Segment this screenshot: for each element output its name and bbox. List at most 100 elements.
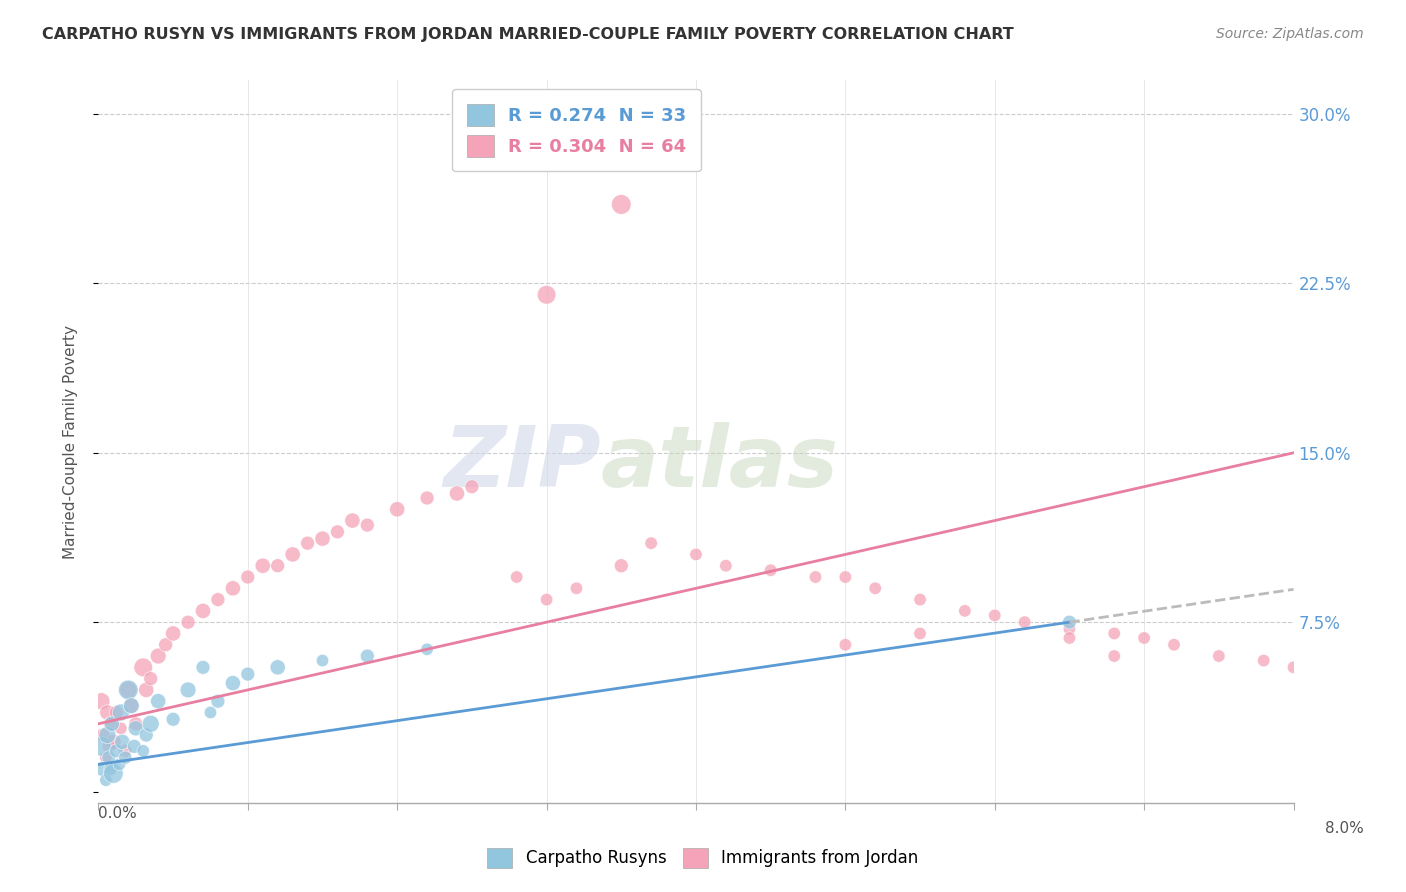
Point bbox=[565, 582, 588, 596]
Point bbox=[1133, 631, 1156, 645]
Point bbox=[461, 480, 484, 494]
Point bbox=[207, 592, 229, 607]
Point bbox=[191, 660, 214, 674]
Point bbox=[97, 739, 120, 754]
Point bbox=[90, 694, 112, 708]
Text: atlas: atlas bbox=[600, 422, 838, 505]
Point bbox=[132, 660, 155, 674]
Point bbox=[1059, 615, 1081, 630]
Point bbox=[125, 721, 148, 735]
Point bbox=[114, 744, 136, 758]
Point bbox=[200, 706, 222, 720]
Text: CARPATHO RUSYN VS IMMIGRANTS FROM JORDAN MARRIED-COUPLE FAMILY POVERTY CORRELATI: CARPATHO RUSYN VS IMMIGRANTS FROM JORDAN… bbox=[42, 27, 1014, 42]
Point bbox=[91, 762, 114, 776]
Point bbox=[311, 654, 333, 668]
Point bbox=[267, 660, 290, 674]
Point bbox=[111, 735, 134, 749]
Point bbox=[139, 672, 162, 686]
Point bbox=[1014, 615, 1036, 630]
Legend: Carpatho Rusyns, Immigrants from Jordan: Carpatho Rusyns, Immigrants from Jordan bbox=[481, 841, 925, 875]
Point bbox=[356, 518, 378, 533]
Point bbox=[536, 592, 558, 607]
Point bbox=[610, 197, 633, 211]
Text: 0.0%: 0.0% bbox=[98, 806, 138, 822]
Point bbox=[610, 558, 633, 573]
Point bbox=[834, 638, 856, 652]
Point bbox=[281, 548, 304, 562]
Point bbox=[222, 582, 245, 596]
Point bbox=[342, 514, 364, 528]
Point bbox=[94, 773, 117, 788]
Point bbox=[155, 638, 177, 652]
Point bbox=[759, 563, 782, 577]
Point bbox=[267, 558, 290, 573]
Point bbox=[132, 744, 155, 758]
Point bbox=[236, 570, 259, 584]
Point bbox=[94, 750, 117, 764]
Point bbox=[177, 682, 200, 697]
Point bbox=[97, 750, 120, 764]
Point bbox=[191, 604, 214, 618]
Point bbox=[1104, 626, 1126, 640]
Point bbox=[162, 626, 184, 640]
Y-axis label: Married-Couple Family Poverty: Married-Couple Family Poverty bbox=[63, 325, 77, 558]
Point bbox=[236, 667, 259, 681]
Point bbox=[117, 682, 139, 697]
Point bbox=[139, 716, 162, 731]
Point bbox=[105, 744, 128, 758]
Point bbox=[135, 728, 157, 742]
Point bbox=[1163, 638, 1185, 652]
Point bbox=[124, 739, 146, 754]
Point bbox=[135, 682, 157, 697]
Point bbox=[90, 739, 112, 754]
Point bbox=[416, 491, 439, 505]
Point bbox=[148, 694, 170, 708]
Point bbox=[96, 706, 118, 720]
Point bbox=[1208, 648, 1230, 663]
Point bbox=[252, 558, 274, 573]
Point bbox=[804, 570, 827, 584]
Point bbox=[984, 608, 1007, 623]
Point bbox=[177, 615, 200, 630]
Point bbox=[125, 716, 148, 731]
Point bbox=[536, 287, 558, 301]
Point bbox=[834, 570, 856, 584]
Point bbox=[105, 706, 128, 720]
Point bbox=[953, 604, 976, 618]
Point bbox=[908, 592, 931, 607]
Point bbox=[685, 548, 707, 562]
Point bbox=[108, 757, 131, 772]
Point bbox=[1059, 631, 1081, 645]
Point bbox=[207, 694, 229, 708]
Point bbox=[101, 716, 124, 731]
Point bbox=[120, 698, 142, 713]
Point bbox=[908, 626, 931, 640]
Legend: R = 0.274  N = 33, R = 0.304  N = 64: R = 0.274 N = 33, R = 0.304 N = 64 bbox=[453, 89, 700, 171]
Point bbox=[98, 762, 122, 776]
Point bbox=[385, 502, 409, 516]
Point bbox=[110, 706, 132, 720]
Point bbox=[326, 524, 349, 539]
Point bbox=[865, 582, 887, 596]
Point bbox=[356, 648, 378, 663]
Point bbox=[103, 735, 125, 749]
Point bbox=[714, 558, 737, 573]
Point bbox=[117, 682, 139, 697]
Point bbox=[96, 728, 118, 742]
Point bbox=[1104, 648, 1126, 663]
Point bbox=[446, 486, 468, 500]
Point bbox=[120, 698, 142, 713]
Point bbox=[222, 676, 245, 690]
Point bbox=[162, 712, 184, 726]
Point bbox=[148, 648, 170, 663]
Text: Source: ZipAtlas.com: Source: ZipAtlas.com bbox=[1216, 27, 1364, 41]
Point bbox=[110, 721, 132, 735]
Point bbox=[1282, 660, 1305, 674]
Point bbox=[98, 716, 122, 731]
Text: 8.0%: 8.0% bbox=[1324, 821, 1364, 836]
Point bbox=[1059, 622, 1081, 636]
Text: ZIP: ZIP bbox=[443, 422, 600, 505]
Point bbox=[103, 766, 125, 780]
Point bbox=[114, 750, 136, 764]
Point bbox=[416, 642, 439, 657]
